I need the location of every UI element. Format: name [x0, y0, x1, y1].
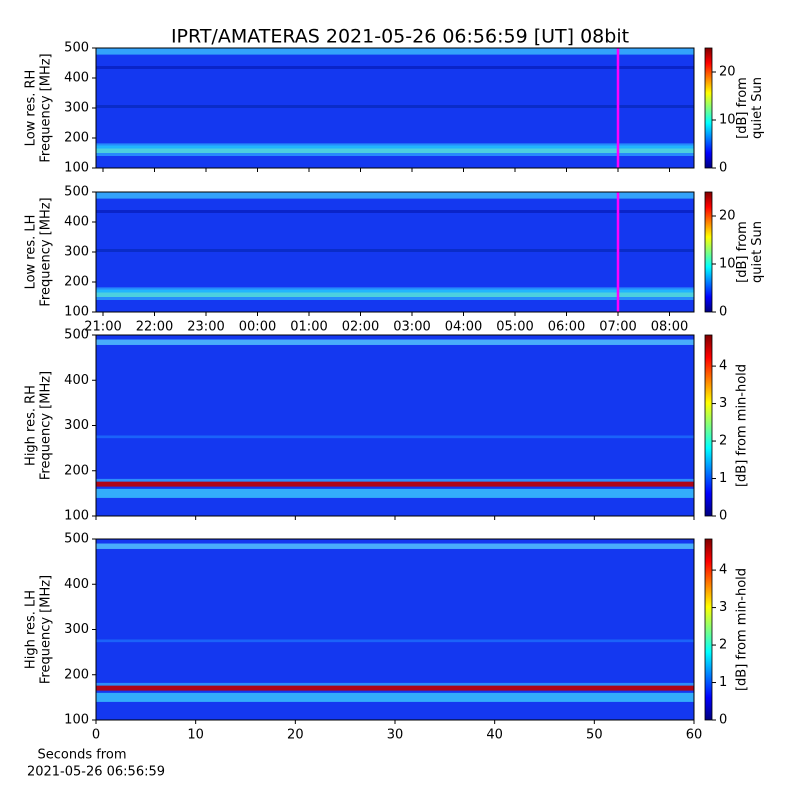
colorbar	[704, 538, 713, 721]
y-tick-label: 500	[64, 328, 89, 343]
spectrum-feature	[96, 481, 694, 487]
y-tick-label: 100	[64, 161, 89, 176]
y-axis-label: High res. RH	[24, 385, 39, 466]
y-axis-label: Frequency [MHz]	[39, 371, 54, 480]
y-axis-label: Low res. RH	[24, 70, 39, 147]
colorbar	[704, 334, 713, 517]
spectrum-feature	[96, 145, 694, 149]
y-axis-label: Frequency [MHz]	[39, 575, 54, 684]
y-tick-label: 400	[64, 71, 89, 86]
chart-title: IPRT/AMATERAS 2021-05-26 06:56:59 [UT] 0…	[171, 26, 629, 48]
spectrum-feature	[96, 639, 694, 643]
colorbar-label: [dB] from	[735, 221, 750, 283]
x-tick-label: 07:00	[599, 320, 636, 335]
x-tick-label: 22:00	[136, 320, 173, 335]
colorbar-tick-label: 10	[719, 113, 736, 128]
colorbar-tick-label: 1	[719, 471, 727, 486]
spectrum-feature	[96, 148, 694, 153]
colorbar-tick-label: 3	[719, 396, 727, 411]
spectrum-feature	[96, 692, 694, 702]
y-tick-label: 300	[64, 101, 89, 116]
colorbar-label: quiet Sun	[750, 221, 765, 283]
colorbar-tick-label: 0	[719, 305, 727, 320]
y-tick-label: 500	[64, 185, 89, 200]
colorbar-tick-label: 3	[719, 600, 727, 615]
spectrum-feature	[96, 105, 694, 108]
x-tick-label: 01:00	[290, 320, 327, 335]
y-tick-label: 400	[64, 373, 89, 388]
spectrum-feature	[96, 339, 694, 345]
x-tick-label: 00:00	[239, 320, 276, 335]
x-tick-label: 02:00	[342, 320, 379, 335]
spectrum-feature	[96, 249, 694, 252]
x-tick-label: 05:00	[496, 320, 533, 335]
y-tick-label: 200	[64, 275, 89, 290]
colorbar-tick-label: 2	[719, 638, 727, 653]
x-tick-label: 30	[387, 728, 404, 743]
x-tick-label: 20	[287, 728, 304, 743]
y-axis-label: Low res. LH	[24, 215, 39, 290]
spectrum-feature	[96, 292, 694, 297]
colorbar	[704, 191, 713, 313]
colorbar-tick-label: 20	[719, 209, 736, 224]
y-tick-label: 300	[64, 245, 89, 260]
spectrum-feature	[96, 289, 694, 293]
colorbar-tick-label: 4	[719, 563, 727, 578]
x-tick-label: 03:00	[393, 320, 430, 335]
colorbar-label: quiet Sun	[750, 77, 765, 139]
spectrum-feature	[96, 478, 694, 482]
spectrum-feature	[96, 488, 694, 498]
y-tick-label: 200	[64, 463, 89, 478]
y-tick-label: 100	[64, 713, 89, 728]
spectrum-feature	[96, 210, 694, 213]
y-tick-label: 200	[64, 131, 89, 146]
x-tick-label: 10	[187, 728, 204, 743]
spectrum-feature	[96, 685, 694, 691]
x-tick-label: 06:00	[548, 320, 585, 335]
y-tick-label: 300	[64, 418, 89, 433]
colorbar	[704, 47, 713, 169]
x-tick-label: 08:00	[651, 320, 688, 335]
y-tick-label: 100	[64, 305, 89, 320]
x-tick-label: 21:00	[84, 320, 121, 335]
colorbar-tick-label: 10	[719, 257, 736, 272]
y-axis-label: Frequency [MHz]	[39, 197, 54, 306]
x-tick-label: 60	[686, 728, 703, 743]
colorbar-tick-label: 1	[719, 675, 727, 690]
x-tick-label: 04:00	[445, 320, 482, 335]
y-tick-label: 400	[64, 577, 89, 592]
colorbar-label: [dB] from min-hold	[735, 568, 750, 691]
spectrum-feature	[96, 66, 694, 69]
x-tick-label: 40	[486, 728, 503, 743]
y-tick-label: 500	[64, 532, 89, 547]
colorbar-label: [dB] from	[735, 77, 750, 139]
colorbar-tick-label: 2	[719, 434, 727, 449]
y-axis-label: High res. LH	[24, 590, 39, 669]
spectrum-feature	[96, 192, 694, 199]
spectrum-feature	[96, 682, 694, 686]
x-tick-label: 23:00	[187, 320, 224, 335]
y-tick-label: 200	[64, 667, 89, 682]
y-tick-label: 300	[64, 622, 89, 637]
x-tick-label: 0	[92, 728, 100, 743]
spectrum-feature	[96, 48, 694, 55]
colorbar-tick-label: 0	[719, 509, 727, 524]
colorbar-tick-label: 0	[719, 161, 727, 176]
y-tick-label: 500	[64, 41, 89, 56]
colorbar-label: [dB] from min-hold	[735, 364, 750, 487]
y-tick-label: 400	[64, 215, 89, 230]
y-tick-label: 100	[64, 509, 89, 524]
spectrum-feature	[96, 435, 694, 439]
colorbar-tick-label: 4	[719, 359, 727, 374]
x-axis-label: 2021-05-26 06:56:59	[27, 765, 165, 780]
spectrum-feature	[96, 543, 694, 549]
x-axis-label: Seconds from	[37, 748, 126, 763]
colorbar-tick-label: 0	[719, 713, 727, 728]
x-tick-label: 50	[586, 728, 603, 743]
colorbar-tick-label: 20	[719, 65, 736, 80]
y-axis-label: Frequency [MHz]	[39, 53, 54, 162]
